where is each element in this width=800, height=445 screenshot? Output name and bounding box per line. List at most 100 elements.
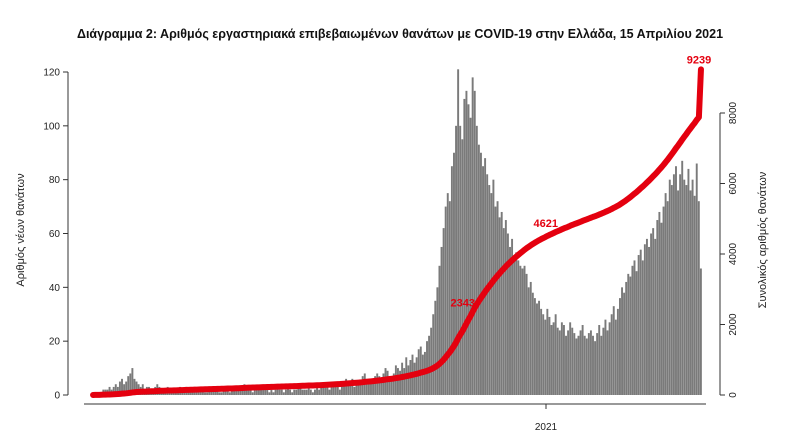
bar [206,392,209,395]
bar [517,260,520,395]
bar [629,276,632,395]
bar [627,273,630,395]
bar [492,179,495,395]
bar [278,389,281,395]
bar [210,389,213,395]
cumulative-deaths-line-layer [90,66,704,398]
bar [280,389,283,395]
bar [355,384,358,395]
bar [664,193,667,395]
bar [330,386,333,395]
bar [268,392,271,395]
bar [351,378,354,395]
bar [428,335,431,395]
bar [579,330,582,395]
bar [326,386,329,395]
left-tick-label: 80 [49,175,61,186]
bar [494,206,497,395]
bar [498,217,501,395]
bar [114,384,117,395]
bar [293,389,296,395]
bar [602,327,605,395]
bar [477,144,480,395]
bar [222,389,225,395]
bar [345,378,348,395]
bar [479,152,482,395]
bar [548,316,551,395]
bar [195,392,198,395]
bar [116,386,119,395]
bar [502,228,505,395]
bar [442,228,445,395]
bar [531,292,534,395]
bar [695,163,698,395]
bar [473,90,476,395]
bar [257,386,260,395]
bar [438,265,441,395]
bar [239,389,242,395]
bar [301,389,304,395]
bar [386,370,389,395]
bar [685,185,688,395]
bar [645,238,648,395]
bar [332,384,335,395]
right-tick-label: 6000 [728,172,739,195]
bar [347,384,350,395]
bar [467,104,470,396]
x-axis: 2021 [84,403,706,433]
bar [648,246,650,395]
bar [324,384,327,395]
bar [316,386,319,395]
bar [600,335,603,395]
bar [264,389,267,395]
bar [469,117,472,395]
bar [699,268,702,395]
bar [637,255,640,395]
annotation-label: 4621 [533,218,557,230]
bar [245,386,248,395]
bar [174,392,177,395]
right-tick-label: 4000 [728,242,739,265]
bar [295,389,298,395]
bar [562,325,565,395]
bar [440,246,443,395]
bar [496,201,499,395]
bar [413,362,416,395]
bar [689,190,692,395]
bar [635,271,638,395]
bar [444,206,447,395]
bar [307,386,310,395]
bar [299,386,302,395]
bar [619,298,621,395]
bar [490,193,493,395]
bar [633,260,636,395]
bar [525,273,528,395]
left-tick-label: 20 [49,337,61,348]
bar [260,389,262,395]
chart-title: Διάγραμμα 2: Αριθμός εργαστηριακά επιβεβ… [77,27,723,41]
bar [170,392,173,395]
bar [361,376,364,395]
bar [251,392,254,395]
bar [581,325,584,395]
bar [403,368,406,395]
bar [509,246,511,395]
bar [585,338,588,395]
bar [583,335,586,395]
bar [459,125,462,395]
bar [214,389,217,395]
annotation-layer: 9239 4621 2343 [450,54,711,309]
bar [616,308,619,395]
bar [374,376,377,395]
bar [641,260,644,395]
right-tick-label: 8000 [728,101,739,124]
bar [303,389,306,395]
bar [554,314,557,395]
bar [558,330,561,395]
bar [668,179,671,395]
bar [569,322,572,395]
bar [643,244,646,395]
bar [677,190,680,395]
bar [457,69,460,395]
bar [208,389,211,395]
